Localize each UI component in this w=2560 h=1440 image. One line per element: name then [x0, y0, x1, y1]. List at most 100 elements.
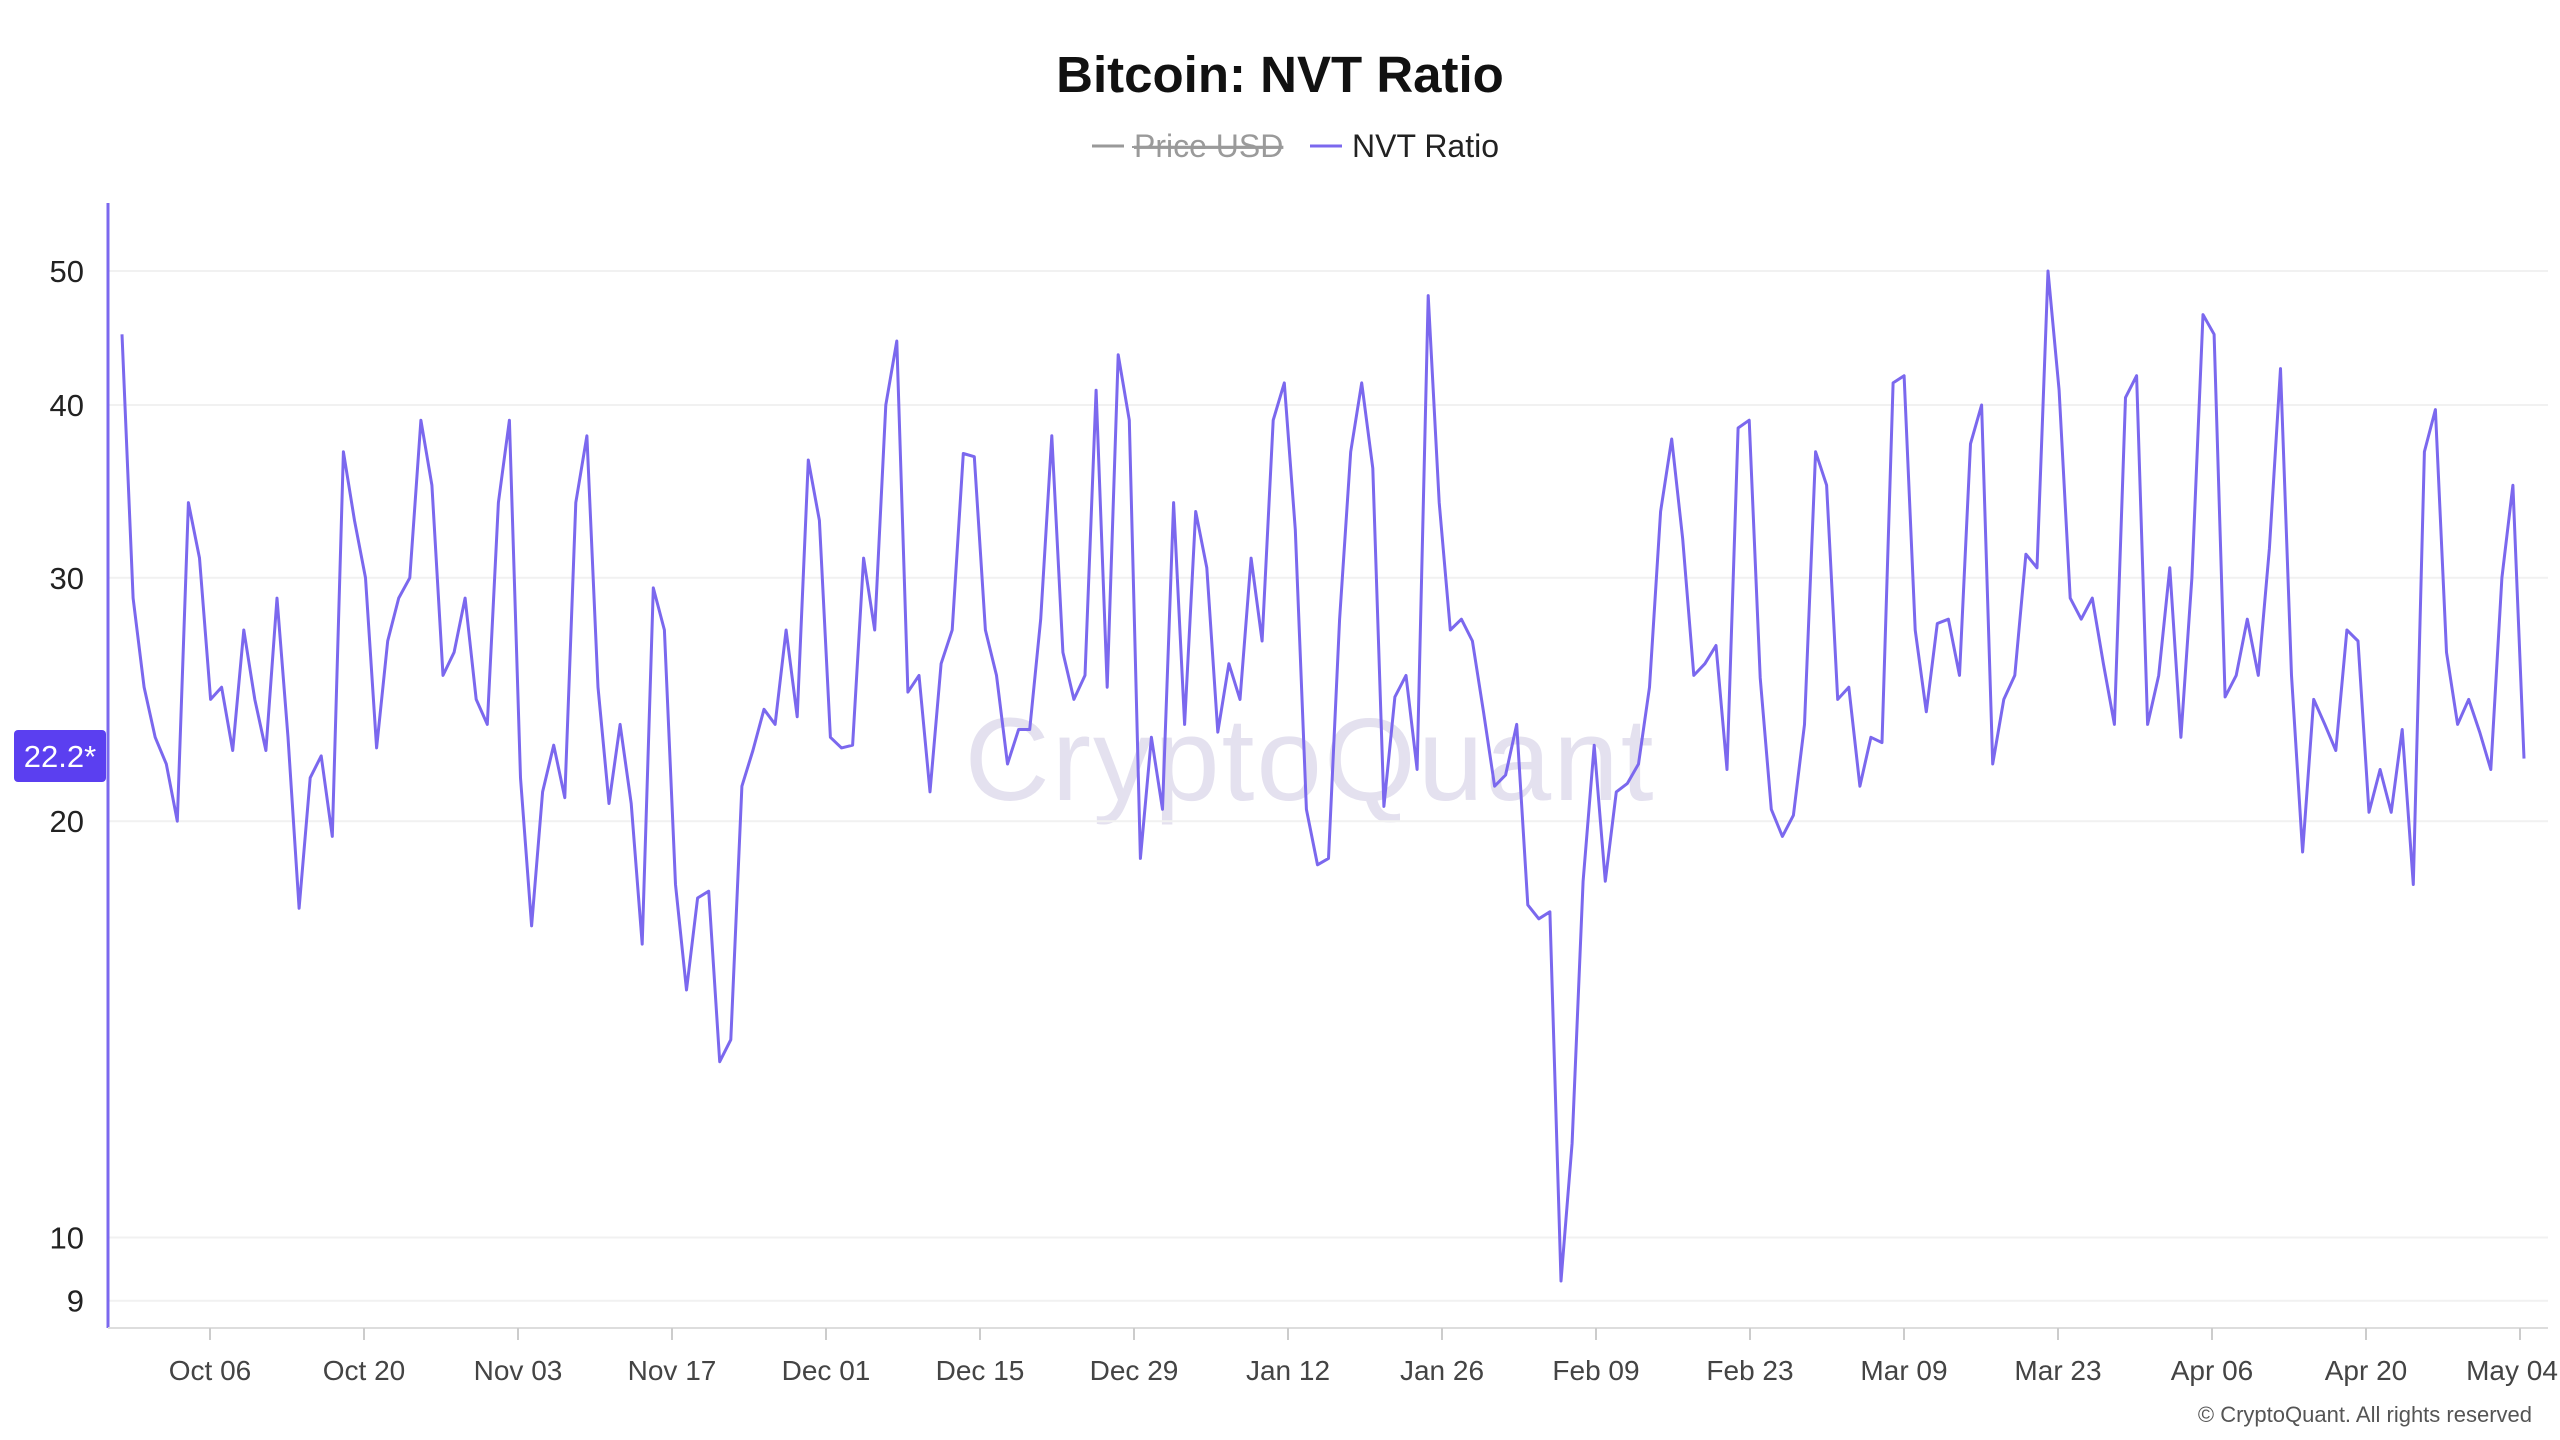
data-point: [1049, 433, 1054, 438]
data-point: [2333, 748, 2338, 753]
data-point: [352, 518, 357, 523]
data-point: [2433, 407, 2438, 412]
data-point: [1691, 673, 1696, 678]
data-point: [1426, 293, 1431, 298]
data-point: [2311, 697, 2316, 702]
data-point: [540, 789, 545, 794]
data-point: [2046, 269, 2051, 274]
data-point: [2145, 722, 2150, 727]
data-point: [1359, 380, 1364, 385]
data-point: [1027, 727, 1032, 732]
data-point: [1891, 380, 1896, 385]
x-tick-label: Apr 20: [2325, 1355, 2408, 1386]
data-point: [363, 575, 368, 580]
data-point: [2256, 673, 2261, 678]
data-point: [917, 673, 922, 678]
data-point: [1547, 909, 1552, 914]
data-point: [551, 743, 556, 748]
data-point: [496, 500, 501, 505]
data-point: [2223, 694, 2228, 699]
gridlines: [108, 270, 2548, 1302]
data-point: [872, 628, 877, 633]
data-point: [928, 789, 933, 794]
data-point: [961, 451, 966, 456]
data-point: [2300, 850, 2305, 855]
y-tick-label: 10: [50, 1220, 84, 1255]
data-point: [241, 628, 246, 633]
x-tick-label: Dec 01: [782, 1355, 871, 1386]
data-point: [1238, 697, 1243, 702]
data-point: [1437, 500, 1442, 505]
data-point: [1470, 639, 1475, 644]
data-point: [562, 795, 567, 800]
legend-item-price-usd[interactable]: Price USD: [1092, 128, 1283, 164]
data-point: [673, 882, 678, 887]
data-point: [1990, 762, 1995, 767]
data-point: [120, 332, 125, 337]
y-tick-label: 30: [50, 561, 84, 596]
data-point: [1780, 834, 1785, 839]
x-tick-label: Oct 06: [169, 1355, 251, 1386]
y-tick-label: 50: [50, 254, 84, 289]
data-point: [252, 697, 257, 702]
data-point: [1935, 621, 1940, 626]
x-tick-label: Nov 17: [628, 1355, 717, 1386]
data-point: [2499, 575, 2504, 580]
data-point: [651, 585, 656, 590]
data-point: [2001, 697, 2006, 702]
data-point: [1448, 628, 1453, 633]
data-point: [1824, 483, 1829, 488]
data-point: [2422, 449, 2427, 454]
data-point: [396, 596, 401, 601]
data-point: [1071, 697, 1076, 702]
data-point: [1326, 856, 1331, 861]
data-point: [2278, 366, 2283, 371]
data-point: [662, 628, 667, 633]
data-point: [374, 745, 379, 750]
legend-item-nvt-ratio[interactable]: NVT Ratio: [1310, 128, 1499, 164]
data-point: [629, 801, 634, 806]
data-point: [385, 639, 390, 644]
data-point: [1249, 556, 1254, 561]
data-point: [1215, 730, 1220, 735]
x-axis-ticks: Oct 06 Oct 20 Nov 03 Nov 17 Dec 01 Dec 15 Dec …: [169, 1328, 2558, 1386]
data-point: [463, 596, 468, 601]
data-point: [695, 896, 700, 901]
data-point: [706, 889, 711, 894]
data-point: [1714, 643, 1719, 648]
data-point: [1083, 673, 1088, 678]
data-point: [784, 628, 789, 633]
data-point: [2178, 735, 2183, 740]
data-point: [2112, 722, 2117, 727]
data-point: [1481, 709, 1486, 714]
data-point: [883, 403, 888, 408]
data-point: [441, 673, 446, 678]
data-point: [153, 735, 158, 740]
x-tick-label: Feb 09: [1552, 1355, 1639, 1386]
data-point: [186, 500, 191, 505]
data-point: [1038, 617, 1043, 622]
x-tick-label: Mar 23: [2014, 1355, 2101, 1386]
y-tick-label: 40: [50, 388, 84, 423]
data-point: [1293, 527, 1298, 532]
data-point: [1835, 697, 1840, 702]
data-point: [2245, 617, 2250, 622]
y-axis-ticks: 9 10 20 30 40 50: [50, 254, 84, 1319]
x-tick-label: Mar 09: [1860, 1355, 1947, 1386]
data-point: [485, 722, 490, 727]
data-point: [1094, 388, 1099, 393]
data-point: [1525, 902, 1530, 907]
data-point: [1702, 661, 1707, 666]
y-tick-label: 20: [50, 804, 84, 839]
data-point: [2134, 373, 2139, 378]
data-point: [1625, 781, 1630, 786]
data-point: [762, 707, 767, 712]
data-point: [2477, 730, 2482, 735]
data-point: [1636, 762, 1641, 767]
data-point: [131, 596, 136, 601]
data-point: [2522, 756, 2527, 761]
data-point: [1060, 650, 1065, 655]
data-point: [717, 1059, 722, 1064]
data-point: [1570, 1141, 1575, 1146]
